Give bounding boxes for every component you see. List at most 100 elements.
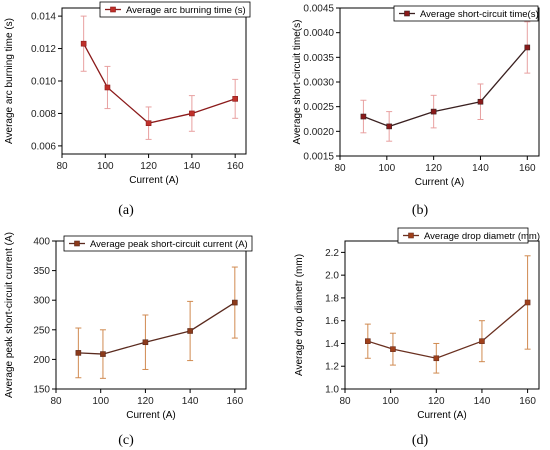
- panel-label: (a): [118, 203, 134, 218]
- legend-marker-swatch: [404, 10, 410, 17]
- x-tick-label: 120: [140, 161, 157, 172]
- y-tick-label: 0.0030: [303, 78, 334, 89]
- data-point: [479, 338, 485, 344]
- x-axis-label: Current (A): [417, 410, 466, 421]
- data-point: [75, 350, 82, 356]
- y-axis-label: Average arc burning time (s): [4, 18, 15, 144]
- plot-frame: [339, 7, 540, 157]
- x-tick-label: 120: [137, 396, 154, 407]
- y-tick-label: 200: [33, 355, 50, 366]
- x-tick-label: 160: [519, 396, 536, 407]
- legend-marker-swatch: [408, 232, 414, 239]
- data-point: [187, 328, 193, 334]
- x-tick-label: 100: [382, 396, 399, 407]
- y-tick-label: 0.012: [31, 44, 56, 55]
- y-tick-label: 0.006: [31, 141, 56, 152]
- x-axis-label: Current (A): [129, 175, 178, 186]
- x-tick-label: 120: [425, 163, 442, 174]
- panel-label: (c): [118, 433, 134, 448]
- y-tick-label: 0.0025: [303, 102, 334, 113]
- data-point: [360, 113, 367, 120]
- x-tick-label: 100: [378, 163, 395, 174]
- y-tick-label: 2.2: [325, 248, 339, 259]
- series-line: [78, 302, 236, 355]
- legend-label: Average drop diametr (mm): [424, 231, 540, 242]
- chart-panel-0: 80 100 120 140 160 0.006 0.008 0.010 0.012 0.014 C…: [4, 1, 251, 218]
- x-axis-label: Current (A): [415, 177, 464, 188]
- y-tick-label: 250: [33, 325, 50, 336]
- y-tick-label: 0.0045: [303, 4, 334, 15]
- x-tick-label: 80: [56, 161, 68, 172]
- data-point: [142, 339, 149, 346]
- x-axis-label: Current (A): [126, 410, 175, 421]
- plot-frame: [55, 240, 247, 390]
- x-tick-label: 140: [182, 396, 199, 407]
- data-point: [232, 299, 238, 306]
- data-point: [189, 110, 195, 117]
- legend-box: [99, 1, 251, 18]
- data-point: [232, 96, 238, 102]
- data-point: [100, 351, 106, 357]
- legend-marker-swatch: [110, 6, 116, 13]
- x-tick-label: 100: [97, 161, 114, 172]
- y-tick-label: 0.010: [31, 77, 56, 88]
- y-tick-label: 1.2: [325, 362, 339, 373]
- y-tick-label: 0.014: [31, 12, 56, 23]
- data-point: [145, 120, 152, 126]
- panel-label: (d): [412, 433, 429, 448]
- data-point: [104, 84, 111, 91]
- x-tick-label: 100: [92, 396, 109, 407]
- y-tick-label: 0.008: [31, 109, 56, 120]
- x-tick-label: 160: [519, 163, 536, 174]
- x-tick-label: 80: [334, 163, 346, 174]
- y-tick-label: 2.0: [325, 271, 339, 282]
- data-point: [433, 355, 440, 362]
- y-tick-label: 1.6: [325, 316, 339, 327]
- y-tick-label: 0.0035: [303, 53, 334, 64]
- y-axis-label: Average peak short-circuit current (A): [4, 232, 15, 398]
- chart-panel-1: 80 100 120 140 160 0.0015 0.0020 0.0025 0.0030 0.…: [292, 4, 540, 218]
- plot-frame: [344, 240, 540, 390]
- legend-label: Average arc burning time (s): [126, 5, 246, 16]
- y-tick-label: 400: [33, 237, 50, 248]
- data-point: [365, 338, 371, 344]
- x-tick-label: 120: [428, 396, 445, 407]
- series-line: [363, 47, 528, 128]
- x-tick-label: 140: [184, 161, 201, 172]
- legend-box: [63, 235, 253, 252]
- x-tick-label: 80: [50, 396, 62, 407]
- legend-marker-swatch: [74, 240, 80, 247]
- data-point: [390, 346, 396, 352]
- x-tick-label: 160: [226, 396, 243, 407]
- y-axis-label: Average drop diametr (mm): [294, 254, 305, 376]
- x-tick-label: 160: [227, 161, 244, 172]
- y-tick-label: 1.4: [325, 339, 339, 350]
- panel-label: (b): [412, 203, 429, 218]
- y-tick-label: 300: [33, 296, 50, 307]
- legend-label: Average peak short-circuit current (A): [90, 239, 248, 250]
- x-tick-label: 140: [472, 163, 489, 174]
- data-point: [386, 123, 392, 130]
- x-tick-label: 80: [339, 396, 351, 407]
- y-tick-label: 350: [33, 266, 50, 277]
- x-tick-label: 140: [474, 396, 491, 407]
- legend-box: [393, 5, 539, 22]
- data-point: [430, 108, 437, 115]
- data-point: [524, 44, 531, 51]
- chart-panel-2: 80 100 120 140 160 150 200 250 300 350 400 Current …: [4, 232, 253, 448]
- legend-box: [397, 227, 529, 244]
- plot-frame: [61, 7, 247, 155]
- y-tick-label: 1.0: [325, 385, 339, 396]
- y-tick-label: 0.0020: [303, 127, 334, 138]
- legend-label: Average short-circuit time(s): [420, 9, 539, 20]
- data-point: [80, 40, 87, 47]
- data-point: [477, 98, 484, 105]
- data-point: [524, 299, 531, 306]
- y-axis-label: Average short-circuit time(s): [292, 20, 303, 145]
- y-tick-label: 150: [33, 385, 50, 396]
- y-tick-label: 1.8: [325, 293, 339, 304]
- y-tick-label: 0.0040: [303, 28, 334, 39]
- y-tick-label: 0.0015: [303, 152, 334, 163]
- chart-panel-3: 80 100 120 140 160 1.0 1.2 1.4 1.6 1.8 2.0 2.2 Curre…: [294, 227, 540, 448]
